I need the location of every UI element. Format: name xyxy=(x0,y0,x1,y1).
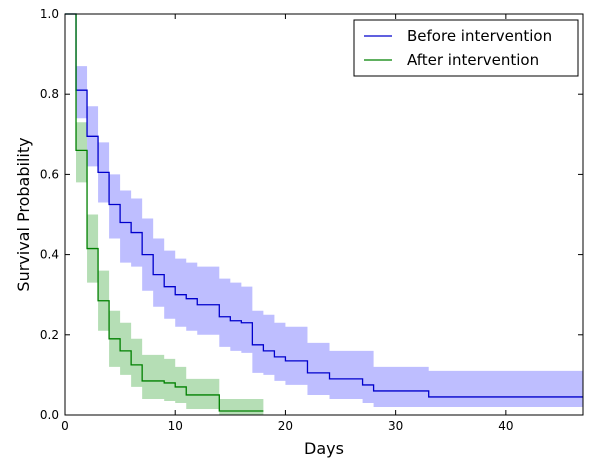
x-axis-label: Days xyxy=(304,439,344,458)
axis-ticks xyxy=(64,13,583,416)
y-tick-label: 0.4 xyxy=(40,248,59,262)
confidence-band-before xyxy=(65,14,583,407)
y-tick-label: 0.6 xyxy=(40,167,59,181)
confidence-band-after xyxy=(65,14,264,415)
legend-label-before: Before intervention xyxy=(407,27,552,45)
y-tick-label: 0.8 xyxy=(40,87,59,101)
legend-box xyxy=(353,19,579,77)
y-tick-label: 1.0 xyxy=(40,7,59,21)
survival-line-after xyxy=(65,13,264,412)
plot-frame xyxy=(64,13,584,416)
axis-tick-labels: 0 10 20 30 40 0.0 0.2 0.4 0.6 0.8 1.0 xyxy=(40,7,514,433)
legend: Before intervention After intervention xyxy=(353,19,579,77)
legend-label-after: After intervention xyxy=(407,51,539,69)
survival-line-before xyxy=(65,13,583,398)
x-tick-label: 0 xyxy=(61,419,69,433)
y-axis-label: Survival Probability xyxy=(14,137,33,291)
y-tick-label: 0.2 xyxy=(40,328,59,342)
x-tick-label: 30 xyxy=(388,419,403,433)
survival-curves xyxy=(65,13,583,412)
y-tick-label: 0.0 xyxy=(40,408,59,422)
x-tick-label: 20 xyxy=(278,419,293,433)
confidence-bands xyxy=(65,14,583,415)
x-tick-label: 40 xyxy=(498,419,513,433)
x-tick-label: 10 xyxy=(168,419,183,433)
